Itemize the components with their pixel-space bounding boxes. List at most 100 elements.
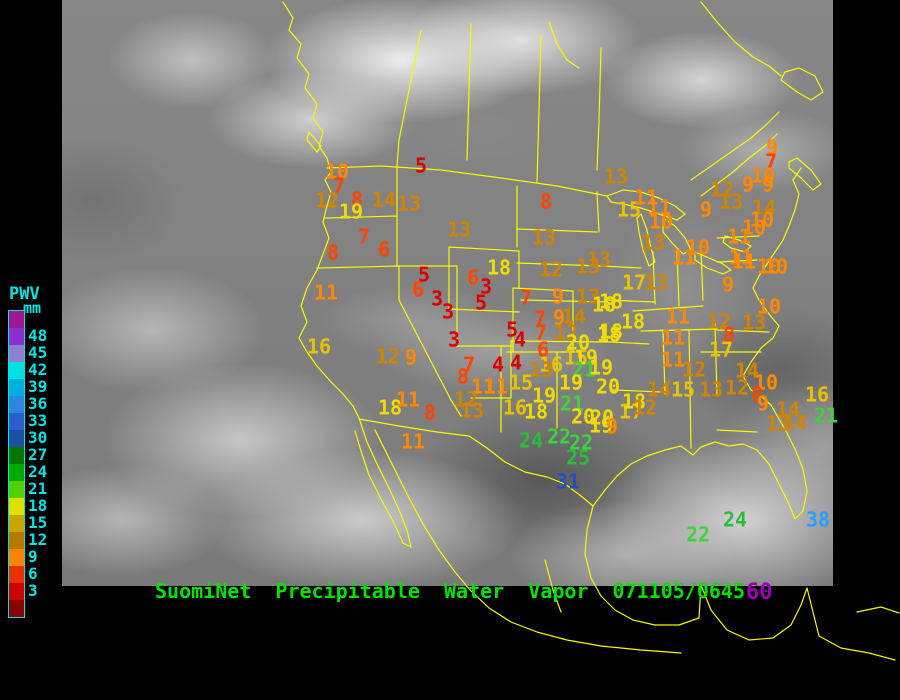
atlantic-coast	[742, 167, 802, 391]
lake-huron	[662, 217, 692, 255]
newfoundland	[780, 67, 824, 101]
station-pwv-value: 10	[763, 254, 789, 279]
vancouver-island	[306, 131, 322, 153]
station-pwv-value: 13	[643, 270, 669, 295]
legend-title: PWV	[9, 284, 40, 304]
legend-color-swatch	[9, 328, 24, 345]
james-bay	[548, 21, 580, 69]
yucatan-peninsula	[700, 584, 896, 661]
legend-color-swatch	[9, 583, 24, 600]
station-pwv-value: 12	[724, 375, 750, 400]
station-pwv-value: 7	[764, 149, 778, 174]
station-pwv-value: 15	[616, 197, 642, 222]
station-pwv-value: 10	[756, 294, 782, 319]
station-pwv-value: 22	[546, 424, 572, 449]
station-pwv-value: 6	[377, 237, 391, 262]
station-pwv-value: 17	[621, 270, 647, 295]
station-pwv-value: 8	[423, 400, 437, 425]
legend-value-label: 30	[28, 428, 48, 447]
station-pwv-value: 3	[447, 327, 461, 352]
legend-color-swatch	[9, 447, 24, 464]
footer-bar: SuomiNet Precipitable Water Vapor 071105…	[0, 579, 900, 605]
station-pwv-value: 11	[665, 304, 691, 329]
legend-value-label: 9	[28, 547, 38, 566]
labrador-coast	[700, 1, 782, 77]
station-pwv-value: 9	[765, 135, 779, 160]
station-pwv-value: 18	[620, 309, 646, 334]
station-pwv-value: 8	[326, 240, 340, 265]
station-pwv-value: 8	[350, 187, 364, 212]
state-borders-plains	[470, 228, 612, 429]
station-pwv-value: 20	[570, 404, 596, 429]
station-pwv-value: 22	[568, 430, 594, 455]
station-pwv-value: 18	[598, 319, 624, 344]
station-pwv-value: 11	[400, 429, 426, 454]
title-suffix: 60	[746, 580, 773, 605]
state-borders-south	[632, 305, 770, 449]
station-pwv-value: 11	[395, 387, 421, 412]
station-pwv-value: 10	[750, 163, 776, 188]
station-pwv-value: 14	[734, 358, 760, 383]
legend-value-label: 3	[28, 581, 38, 600]
station-pwv-value: 13	[698, 377, 724, 402]
station-pwv-value: 5	[474, 290, 488, 315]
station-pwv-value: 13	[459, 398, 485, 423]
product-title: SuomiNet Precipitable Water Vapor 071105…	[155, 579, 746, 603]
state-borders-midwest	[596, 191, 704, 393]
station-pwv-value: 11	[313, 280, 339, 305]
us-canada-border	[326, 165, 608, 197]
station-pwv-value: 18	[596, 322, 622, 347]
station-pwv-value: 18	[486, 255, 512, 280]
station-pwv-value: 20	[589, 405, 615, 430]
station-pwv-value: 21	[571, 357, 597, 382]
station-pwv-value: 18	[591, 292, 617, 317]
station-pwv-value: 16	[502, 395, 528, 420]
station-pwv-value: 4	[513, 327, 527, 352]
station-pwv-value: 38	[805, 507, 831, 532]
station-pwv-value: 4	[509, 350, 523, 375]
legend-color-swatch	[9, 362, 24, 379]
station-pwv-value: 17	[618, 399, 644, 424]
st-lawrence	[700, 133, 778, 197]
station-pwv-value: 19	[588, 355, 614, 380]
station-pwv-value: 3	[430, 286, 444, 311]
station-pwv-value: 19	[338, 199, 364, 224]
station-pwv-value: 13	[640, 230, 666, 255]
station-pwv-value: 10	[685, 235, 711, 260]
legend-value-label: 33	[28, 411, 48, 430]
station-pwv-value: 10	[648, 209, 674, 234]
station-pwv-value: 18	[598, 289, 624, 314]
station-pwv-value: 8	[750, 382, 764, 407]
cuba-coast	[856, 606, 900, 614]
legend-value-label: 15	[28, 513, 48, 532]
legend-value-label: 6	[28, 564, 38, 583]
station-pwv-value: 7	[332, 173, 346, 198]
legend-value-label: 45	[28, 343, 48, 362]
station-pwv-value: 10	[753, 370, 779, 395]
station-pwv-value: 7	[519, 285, 533, 310]
legend-color-swatch	[9, 464, 24, 481]
station-pwv-value: 9	[552, 305, 566, 330]
station-pwv-value: 10	[749, 207, 775, 232]
station-pwv-value: 13	[741, 310, 767, 335]
legend-value-label: 48	[28, 326, 48, 345]
station-pwv-value: 6	[466, 265, 480, 290]
legend-color-swatch	[9, 549, 24, 566]
station-pwv-value: 10	[756, 254, 782, 279]
legend-color-swatch	[9, 311, 24, 328]
station-pwv-value: 11	[646, 195, 672, 220]
station-pwv-value: 13	[575, 254, 601, 279]
station-pwv-value: 20	[595, 374, 621, 399]
mexico-internal-border	[544, 559, 562, 613]
station-pwv-value: 16	[804, 382, 830, 407]
station-pwv-value: 7	[534, 320, 548, 345]
station-pwv-value: 13	[396, 191, 422, 216]
florida-peninsula	[750, 389, 808, 520]
station-pwv-value: 12	[314, 188, 340, 213]
station-pwv-value: 12	[538, 257, 564, 282]
station-pwv-value: 15	[670, 377, 696, 402]
legend-color-swatch	[9, 600, 24, 617]
legend-value-label: 18	[28, 496, 48, 515]
station-pwv-value: 14	[646, 377, 672, 402]
